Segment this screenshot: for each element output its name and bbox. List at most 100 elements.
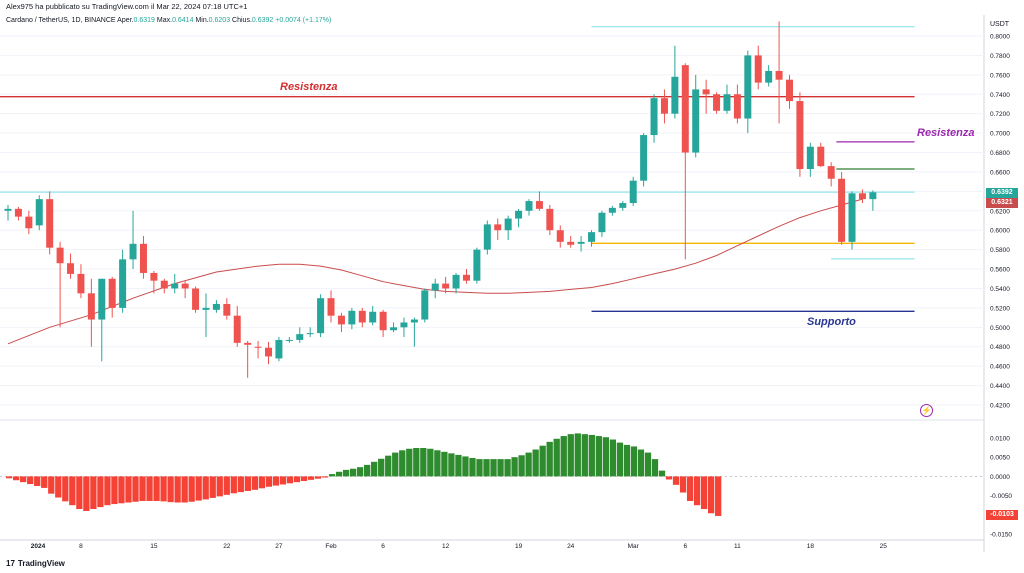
oscillator-bar bbox=[427, 448, 434, 477]
oscillator-bar bbox=[553, 438, 560, 477]
oscillator-bar bbox=[286, 476, 294, 484]
candle-body bbox=[150, 272, 158, 281]
oscillator-bar bbox=[434, 450, 441, 477]
oscillator-bar bbox=[518, 455, 525, 477]
candle-body bbox=[588, 232, 596, 242]
oscillator-bar bbox=[588, 434, 595, 477]
oscillator-bar bbox=[6, 476, 13, 479]
candle-body bbox=[77, 273, 85, 294]
currency-label[interactable]: USDT bbox=[990, 21, 1010, 28]
candle-body bbox=[848, 193, 856, 242]
legend-high: 0.6414 bbox=[172, 17, 194, 24]
legend-low-label: Min. bbox=[195, 17, 209, 24]
oscillator-bar bbox=[665, 476, 673, 480]
oscillator-bar bbox=[623, 444, 631, 477]
price-tick-label: 0.4800 bbox=[990, 344, 1010, 351]
candle-body bbox=[212, 304, 220, 310]
candle-body bbox=[567, 241, 575, 245]
oscillator-bar bbox=[307, 476, 315, 480]
candle-body bbox=[431, 283, 439, 291]
oscillator-bar bbox=[483, 459, 490, 477]
candle-body bbox=[56, 247, 64, 264]
candle-body bbox=[775, 70, 783, 80]
candle-body bbox=[608, 207, 616, 213]
lightning-icon[interactable]: ⚡ bbox=[920, 404, 933, 417]
oscillator-bar bbox=[132, 476, 139, 502]
symbol-name[interactable]: Cardano / TetherUS, 1D, BINANCE bbox=[6, 17, 116, 24]
candle-body bbox=[681, 65, 689, 153]
candle-body bbox=[556, 230, 564, 242]
brand[interactable]: 17 TradingView bbox=[6, 559, 65, 568]
candle-body bbox=[4, 208, 12, 211]
candle-body bbox=[87, 293, 95, 320]
oscillator-bar bbox=[567, 434, 574, 477]
candle-body bbox=[14, 208, 22, 217]
candle-body bbox=[254, 346, 262, 348]
oscillator-bar bbox=[609, 439, 617, 477]
oscillator-bar bbox=[181, 476, 188, 503]
candle-body bbox=[181, 283, 189, 289]
oscillator-bar bbox=[76, 476, 83, 510]
oscillator-tick-label: -0.0150 bbox=[990, 532, 1012, 539]
candle-body bbox=[796, 101, 804, 170]
candle-body bbox=[400, 322, 408, 328]
candle-body bbox=[223, 304, 231, 316]
candle-body bbox=[629, 180, 637, 204]
candle-body bbox=[765, 70, 773, 83]
price-tick-label: 0.5000 bbox=[990, 325, 1010, 332]
candle-body bbox=[306, 333, 314, 335]
oscillator-bar bbox=[41, 476, 48, 488]
oscillator-bar bbox=[630, 446, 638, 477]
price-tick-label: 0.5800 bbox=[990, 247, 1010, 254]
time-tick-label: 6 bbox=[381, 543, 385, 550]
candle-body bbox=[233, 315, 241, 343]
candle-body bbox=[754, 55, 762, 83]
candle-body bbox=[640, 135, 648, 181]
candle-body bbox=[379, 311, 387, 331]
candle-body bbox=[660, 98, 668, 114]
oscillator-bar bbox=[104, 476, 111, 506]
oscillator-bar bbox=[97, 476, 104, 508]
oscillator-bar bbox=[237, 476, 244, 493]
grid bbox=[0, 15, 985, 552]
oscillator-bar bbox=[504, 459, 511, 477]
price-tick-label: 0.4200 bbox=[990, 403, 1010, 410]
candle-body bbox=[598, 212, 606, 233]
candle-body bbox=[108, 278, 116, 308]
candle-body bbox=[171, 283, 179, 289]
moving-average bbox=[7, 198, 863, 345]
price-tick-label: 0.5200 bbox=[990, 305, 1010, 312]
candles bbox=[4, 21, 877, 378]
resistenza-label-left[interactable]: Resistenza bbox=[280, 81, 338, 93]
candle-body bbox=[285, 339, 293, 341]
time-axis: 2024 8 15 22 27 Feb 6 12 19 24 Mar 6 11 18 25 bbox=[31, 543, 888, 550]
price-tick-label: 0.4400 bbox=[990, 383, 1010, 390]
supporto-label[interactable]: Supporto bbox=[807, 316, 856, 328]
price-tick-label: 0.6600 bbox=[990, 169, 1010, 176]
ma-price-label: 0.6321 bbox=[986, 198, 1018, 208]
candle-body bbox=[786, 79, 793, 102]
oscillator-bar bbox=[90, 476, 97, 510]
candle-body bbox=[713, 94, 721, 111]
oscillator-value-label: -0.0103 bbox=[986, 510, 1018, 520]
symbol-legend: Cardano / TetherUS, 1D, BINANCE Aper.0.6… bbox=[6, 17, 331, 24]
oscillator-bar bbox=[202, 476, 209, 500]
price-tick-label: 0.8000 bbox=[990, 34, 1010, 41]
candle-body bbox=[390, 327, 398, 331]
time-tick-label: 19 bbox=[515, 543, 523, 550]
oscillator-bar bbox=[602, 437, 609, 477]
oscillator-bar bbox=[314, 476, 322, 479]
oscillator-bar bbox=[125, 476, 132, 503]
candle-body bbox=[535, 201, 543, 209]
oscillator-bar bbox=[679, 476, 687, 493]
resistenza-label-right[interactable]: Resistenza bbox=[917, 127, 975, 139]
oscillator-bar bbox=[693, 476, 701, 506]
time-tick-label: 18 bbox=[807, 543, 815, 550]
oscillator-bar bbox=[441, 451, 448, 477]
oscillator-bar bbox=[574, 433, 581, 477]
tradingview-logo-icon: 17 bbox=[6, 559, 15, 568]
oscillator-bar bbox=[167, 476, 174, 503]
candle-body bbox=[650, 98, 658, 136]
oscillator-bar bbox=[651, 459, 659, 477]
oscillator-bar bbox=[497, 459, 504, 477]
